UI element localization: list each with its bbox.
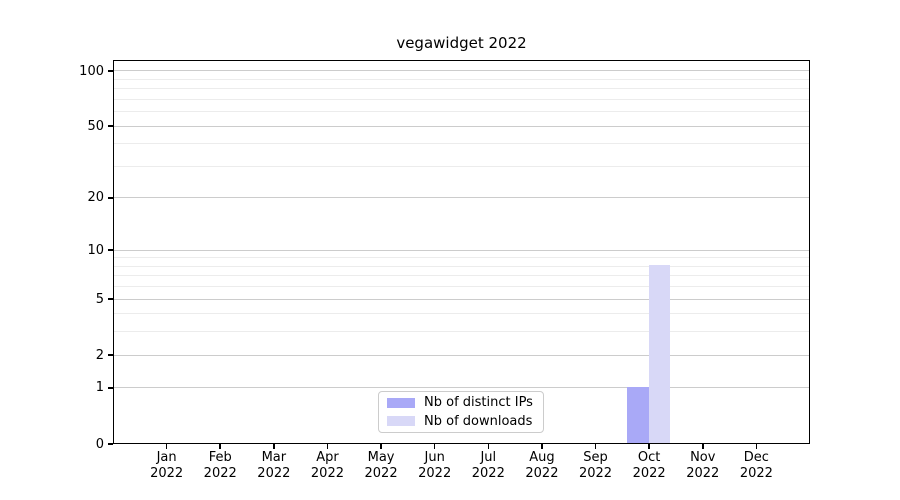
gridline-major <box>114 249 809 251</box>
y-tick-label: 20 <box>87 190 104 206</box>
x-tick-mark <box>594 444 597 449</box>
y-tick-label: 50 <box>87 118 104 134</box>
gridline-minor <box>114 143 809 145</box>
bar-downloads <box>648 265 671 443</box>
bar-distinct-ips <box>627 386 649 443</box>
chart-title: vegawidget 2022 <box>396 34 527 52</box>
x-tick-label: Nov 2022 <box>686 450 720 481</box>
y-tick-mark <box>108 125 113 128</box>
gridline-major <box>114 354 809 356</box>
gridline-minor <box>114 98 809 100</box>
gridline-major <box>114 70 809 72</box>
gridline-minor <box>114 331 809 333</box>
y-tick-label: 5 <box>95 291 104 307</box>
x-tick-label: Sep 2022 <box>578 450 613 481</box>
legend-label-downloads: Nb of downloads <box>424 413 533 429</box>
x-tick-label: Jun 2022 <box>418 450 452 481</box>
y-tick-label: 100 <box>79 63 104 79</box>
x-tick-mark <box>487 444 490 449</box>
gridline-major <box>114 298 809 300</box>
x-tick-mark <box>326 444 329 449</box>
x-tick-mark <box>380 444 382 449</box>
y-tick-mark <box>108 354 113 356</box>
y-tick-mark <box>108 197 113 199</box>
y-tick-mark <box>108 70 113 72</box>
gridline-major <box>114 197 809 199</box>
x-tick-mark <box>433 444 436 449</box>
y-tick-label: 2 <box>95 347 104 363</box>
gridline-minor <box>114 286 809 288</box>
legend-swatch-downloads <box>387 416 415 427</box>
gridline-minor <box>114 275 809 277</box>
legend: Nb of distinct IPs Nb of downloads <box>378 391 544 433</box>
x-tick-label: Aug 2022 <box>525 450 559 481</box>
y-tick-mark <box>108 249 113 251</box>
gridline-minor <box>114 78 809 80</box>
x-tick-mark <box>219 444 222 449</box>
gridline-minor <box>114 313 809 315</box>
legend-item-downloads: Nb of downloads <box>387 414 535 430</box>
legend-item-distinct-ips: Nb of distinct IPs <box>387 395 535 411</box>
x-tick-label: Apr 2022 <box>310 450 344 481</box>
x-tick-mark <box>541 444 543 449</box>
plot-area <box>113 60 810 444</box>
x-tick-mark <box>273 444 275 449</box>
gridline-minor <box>114 257 809 259</box>
gridline-minor <box>114 265 809 267</box>
y-tick-mark <box>108 298 113 300</box>
gridline-minor <box>114 111 809 113</box>
x-tick-label: Jul 2022 <box>471 450 505 481</box>
x-tick-mark <box>648 444 650 449</box>
legend-label-distinct-ips: Nb of distinct IPs <box>424 395 533 411</box>
y-tick-label: 10 <box>87 242 104 258</box>
x-tick-mark <box>701 444 704 449</box>
legend-swatch-distinct-ips <box>387 397 415 408</box>
x-tick-mark <box>755 444 758 449</box>
y-tick-label: 0 <box>95 436 104 452</box>
gridline-major <box>114 125 809 127</box>
x-tick-label: Oct 2022 <box>632 450 666 481</box>
y-tick-mark <box>108 387 113 389</box>
x-tick-label: Jan 2022 <box>150 450 184 481</box>
gridline-minor <box>114 88 809 90</box>
x-tick-mark <box>165 444 168 449</box>
y-tick-mark <box>108 443 113 445</box>
x-tick-label: Mar 2022 <box>257 450 291 481</box>
y-tick-label: 1 <box>95 380 104 396</box>
x-tick-label: May 2022 <box>364 450 398 481</box>
gridline-major <box>114 387 809 389</box>
x-tick-label: Dec 2022 <box>739 450 773 481</box>
gridline-minor <box>114 165 809 167</box>
x-tick-label: Feb 2022 <box>203 450 237 481</box>
